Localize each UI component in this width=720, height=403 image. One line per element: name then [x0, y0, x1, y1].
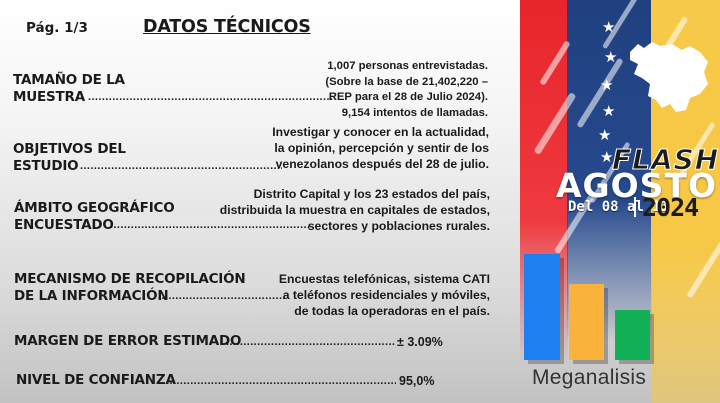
value-text: Encuestas telefónicas, sistema CATI a te…	[278, 272, 490, 319]
value-text: Distrito Capital y los 23 estados del pa…	[219, 187, 490, 234]
divider	[634, 197, 636, 217]
logo-bar-blue	[524, 254, 560, 360]
brand-name: Meganalisis	[532, 366, 647, 389]
meganalisis-logo: Meganalisis	[522, 254, 662, 398]
star-icon: ★	[602, 103, 616, 120]
label-line2: ESTUDIO	[13, 158, 79, 174]
label-line1: MECANISMO DE RECOPILACIÓN	[14, 271, 246, 287]
page-indicator: Pág. 1/3	[26, 20, 88, 36]
year-label: 2024	[642, 193, 699, 222]
leader-dots: ........................................…	[226, 336, 396, 348]
month-title: AGOSTO	[556, 166, 718, 205]
flash-title: FLASH	[611, 143, 720, 177]
label-line1: TAMAÑO DE LA	[13, 72, 125, 88]
venezuela-flag-graphic: ★ ★ ★ ★ ★ ★	[520, 0, 720, 403]
leader-dots: ........................................…	[80, 160, 282, 172]
star-icon: ★	[602, 19, 616, 36]
label: NIVEL DE CONFIANZA	[16, 372, 176, 388]
value-text: ± 3.09%	[397, 335, 443, 349]
star-icon: ★	[604, 49, 618, 66]
value-text: Investigar y conocer en la actualidad, l…	[272, 125, 489, 172]
value-text: 1,007 personas entrevistadas. (Sobre la …	[325, 60, 488, 119]
star-icon: ★	[600, 149, 614, 166]
venezuela-map-icon	[630, 42, 708, 112]
label-line1: ÁMBITO GEOGRÁFICO	[14, 200, 175, 216]
label-line1: OBJETIVOS DEL	[13, 141, 126, 157]
star-icon: ★	[598, 127, 612, 144]
page-title: DATOS TÉCNICOS	[143, 17, 311, 37]
label-line2: MUESTRA	[13, 89, 85, 105]
label: MARGEN DE ERROR ESTIMADO	[14, 333, 242, 349]
leader-dots: ........................................…	[88, 91, 334, 103]
leader-dots: ........................................…	[110, 219, 310, 231]
leader-dots: ........................................…	[166, 375, 396, 387]
label-line2: ENCUESTADO	[14, 217, 114, 233]
logo-bar-orange	[569, 284, 604, 360]
star-icon: ★	[600, 77, 614, 94]
leader-dots: ........................................…	[158, 290, 286, 302]
logo-bar-green	[615, 310, 650, 360]
label-line2: DE LA INFORMACIÓN	[14, 288, 169, 304]
value-text: 95,0%	[399, 374, 435, 388]
date-range: Del 08 al 11	[568, 199, 670, 215]
